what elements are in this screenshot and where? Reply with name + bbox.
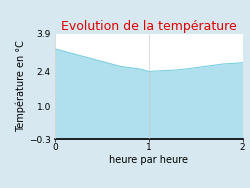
Title: Evolution de la température: Evolution de la température (61, 20, 236, 33)
Y-axis label: Température en °C: Température en °C (16, 41, 26, 132)
X-axis label: heure par heure: heure par heure (109, 155, 188, 165)
